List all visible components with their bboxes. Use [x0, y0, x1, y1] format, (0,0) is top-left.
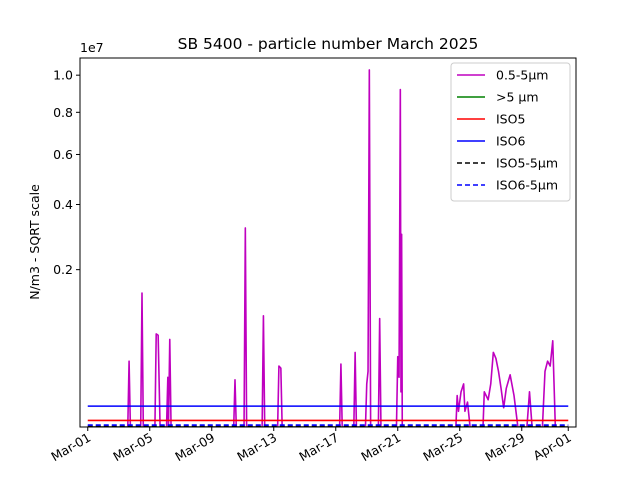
legend: 0.5-5µm >5 µm ISO5 ISO6 ISO5-5µm ISO6-5µm [450, 62, 571, 202]
y-tick-label-4: 1.0 [53, 68, 73, 83]
legend-label-3: ISO6 [496, 134, 525, 149]
x-tick-label-7: Mar-29 [482, 430, 527, 465]
x-tick-label-0: Mar-01 [48, 430, 93, 465]
plot-border [79, 57, 577, 428]
y-axis-label: N/m3 - SQRT scale [27, 184, 42, 300]
series-line-0 [87, 69, 569, 427]
x-tick-label-3: Mar-13 [234, 430, 279, 465]
x-tick-label-4: Mar-17 [296, 430, 341, 465]
legend-label-2: ISO5 [496, 112, 525, 127]
plot-frame [79, 57, 577, 428]
plot-area [87, 69, 569, 427]
y-axis: 0.2 0.4 0.6 0.8 1.0 [53, 68, 80, 277]
x-tick-label-6: Mar-25 [420, 430, 465, 465]
x-tick-label-1: Mar-05 [110, 430, 155, 465]
y-tick-label-2: 0.6 [53, 147, 73, 162]
legend-label-4: ISO5-5µm [496, 156, 558, 171]
x-tick-label-5: Mar-21 [358, 430, 403, 465]
chart-title: SB 5400 - particle number March 2025 [178, 35, 479, 53]
legend-label-0: 0.5-5µm [496, 68, 548, 83]
y-tick-label-3: 0.8 [53, 105, 73, 120]
x-axis: Mar-01 Mar-05 Mar-09 Mar-13 Mar-17 Mar-21 Mar-… [48, 427, 574, 465]
y-tick-label-1: 0.4 [53, 197, 73, 212]
y-axis-multiplier: 1e7 [80, 40, 104, 55]
x-tick-label-8: Apr-01 [531, 430, 574, 464]
y-tick-label-0: 0.2 [53, 262, 73, 277]
x-tick-label-2: Mar-09 [172, 430, 217, 465]
legend-label-1: >5 µm [496, 90, 539, 105]
legend-label-5: ISO6-5µm [496, 178, 558, 193]
